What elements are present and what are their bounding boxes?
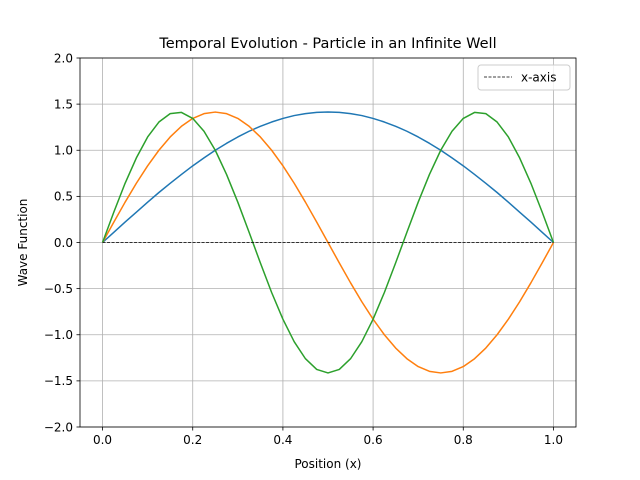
x-tick-label: 0.4 <box>273 433 292 447</box>
y-axis-label: Wave Function <box>16 199 30 287</box>
legend-label-x-axis: x-axis <box>521 71 556 85</box>
y-tick-label: 2.0 <box>54 51 73 65</box>
x-axis-label: Position (x) <box>294 457 361 471</box>
y-tick-label: 1.0 <box>54 144 73 158</box>
legend: x-axis <box>477 64 571 91</box>
y-tick-label: 0.5 <box>54 190 73 204</box>
y-tick-label: −1.0 <box>44 328 73 342</box>
y-tick-label: −1.5 <box>44 374 73 388</box>
legend-box <box>477 64 571 91</box>
y-tick-label: 1.5 <box>54 97 73 111</box>
series-line-n-3 <box>101 111 555 374</box>
x-tick-label: 1.0 <box>544 433 563 447</box>
y-tick-label: −0.5 <box>44 282 73 296</box>
chart-title: Temporal Evolution - Particle in an Infi… <box>158 36 496 52</box>
x-tick-label: 0.2 <box>183 433 202 447</box>
x-tick-label: 0.0 <box>93 433 112 447</box>
y-axis-ticks: −2.0 −1.5 −1.0 −0.5 0.0 0.5 1.0 1.5 2.0 <box>44 51 80 434</box>
x-tick-label: 0.6 <box>364 433 383 447</box>
series-line-n-1 <box>102 111 554 244</box>
x-axis-ticks: 0.0 0.2 0.4 0.6 0.8 1.0 <box>93 427 563 447</box>
y-tick-label: 0.0 <box>54 236 73 250</box>
y-tick-label: −2.0 <box>44 420 73 434</box>
x-tick-label: 0.8 <box>454 433 473 447</box>
